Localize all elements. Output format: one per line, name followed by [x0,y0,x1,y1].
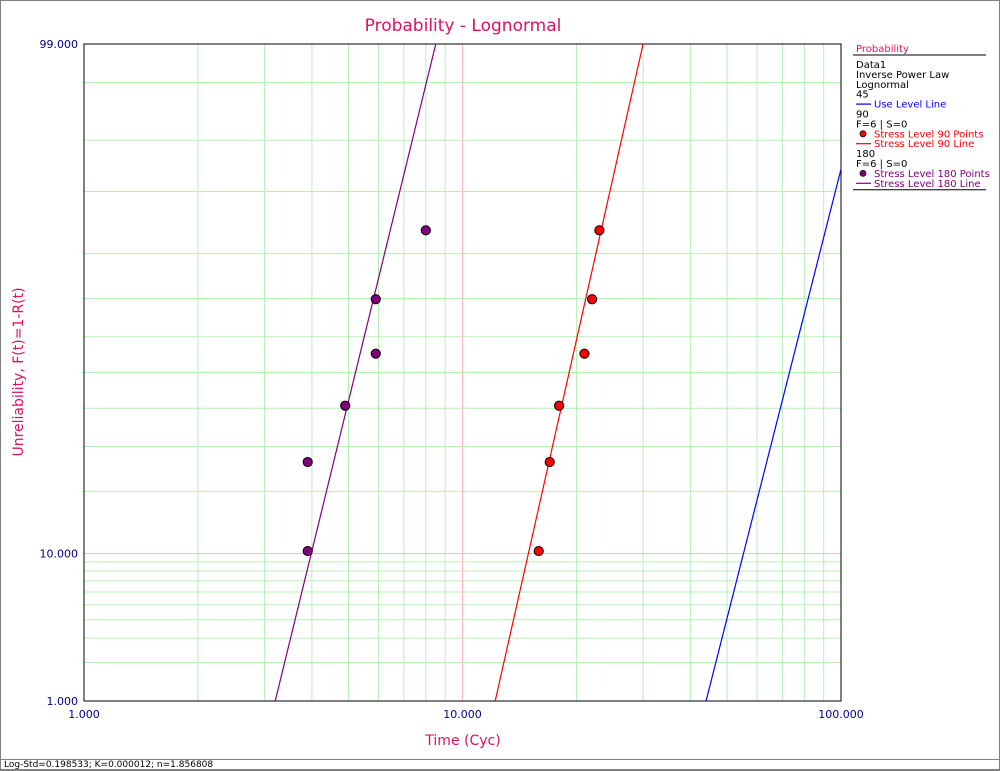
y-tick-label: 99.000 [40,38,79,51]
legend-text: F=6 | S=0 [856,159,907,170]
legend-text: 90 [856,110,869,121]
stress-level-180-point [340,400,351,411]
axis-ticks: 1.000 10.000 100.000 1.000 10.000 99.000 [40,38,864,721]
legend-text: 180 [856,149,875,160]
plot-grid [84,44,841,701]
stress-level-90-line [494,44,644,701]
stress-level-180-line [274,44,437,701]
chart-title: Probability - Lognormal [365,16,562,36]
x-tick-label: 10.000 [443,708,482,721]
legend-entry: Stress Level 90 Line [874,139,974,150]
legend-entry: Stress Level 180 Points [874,169,990,180]
x-tick-label: 1.000 [68,708,100,721]
stress-level-90-point [594,225,605,236]
use-level-line [705,169,841,701]
x-tick-label: 100.000 [818,708,864,721]
legend-entry: Stress Level 180 Line [874,179,981,190]
data-layer [274,44,841,701]
stress-level-90-point [587,294,598,305]
legend-entry: Stress Level 90 Points [874,129,983,140]
legend-text: Inverse Power Law [856,70,949,81]
stress-level-90-point [579,348,590,359]
stress-level-180-point [302,545,313,557]
y-tick-label: 1.000 [47,695,79,708]
stress-level-180-point [370,294,381,305]
x-axis-label: Time (Cyc) [424,733,500,749]
plot-area-border [83,43,842,702]
legend-text: Lognormal [856,80,909,91]
y-axis-label: Unreliability, F(t)=1-R(t) [11,287,27,456]
legend-text: Data1 [856,60,886,71]
legend-dot-swatch [859,169,867,177]
legend-text: 45 [856,90,869,101]
stress-level-90-point [533,545,544,557]
stress-level-180-point [370,348,381,359]
status-bar: Log-Std=0.198533; K=0.000012; n=1.856808 [0,759,1000,770]
stress-level-90-point [544,456,555,468]
stress-level-90-point [554,400,565,411]
legend-dot-swatch [859,130,867,138]
legend-text: F=6 | S=0 [856,119,907,130]
stress-level-180-point [420,225,431,236]
stress-level-180-point [302,456,313,468]
y-tick-label: 10.000 [40,547,79,560]
legend-header: Probability [856,44,909,55]
legend-entry: Use Level Line [874,100,946,111]
